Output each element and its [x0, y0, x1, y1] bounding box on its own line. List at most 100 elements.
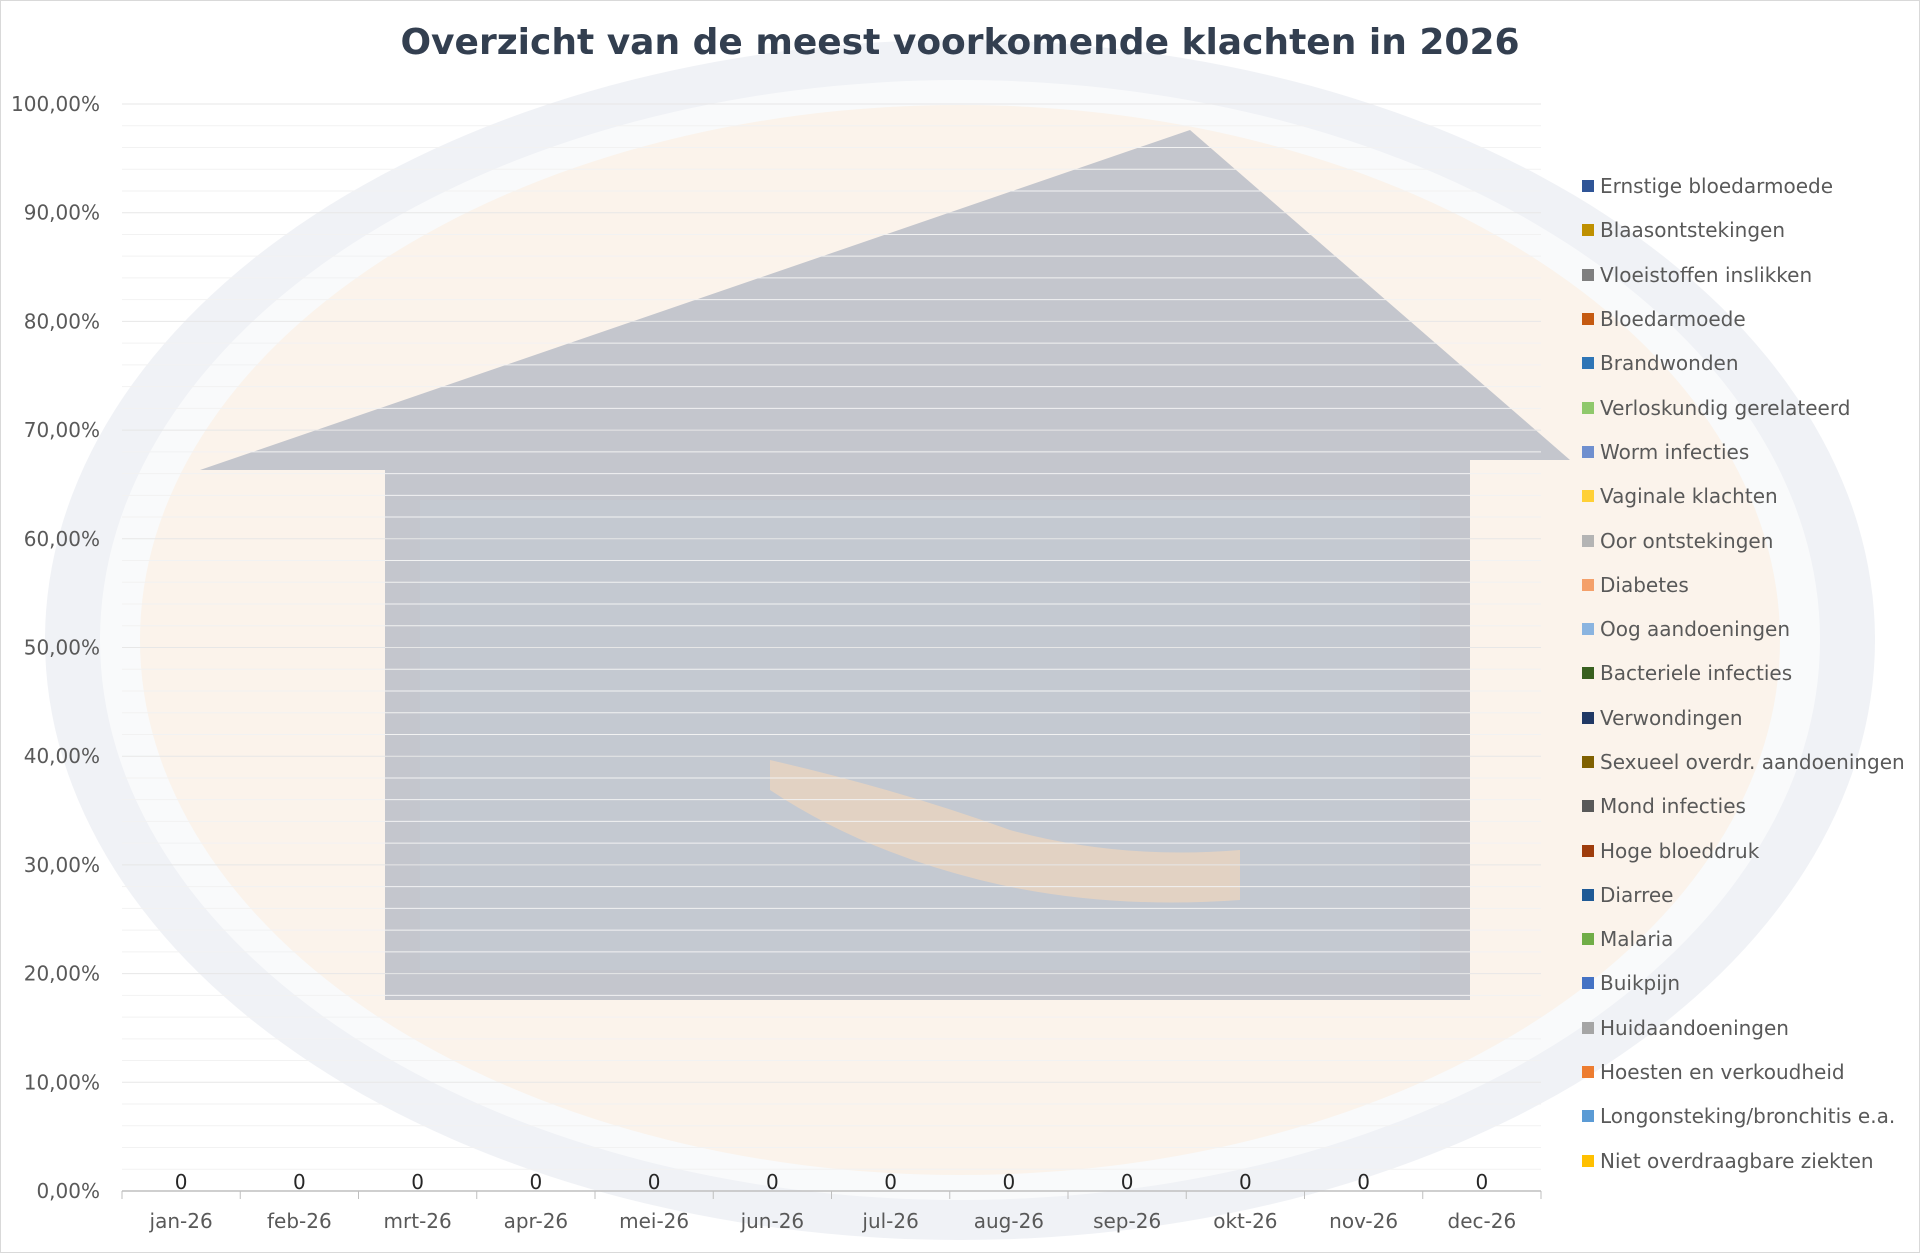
legend-swatch [1582, 313, 1594, 326]
legend-swatch [1582, 578, 1594, 591]
legend-label: Longonsteking/bronchitis e.a. [1600, 1104, 1896, 1129]
x-tick-label: nov-26 [1329, 1209, 1398, 1233]
data-label: 0 [1003, 1170, 1016, 1194]
legend-label: Hoge bloeddruk [1600, 838, 1760, 863]
legend-item: Hoesten en verkoudheid [1582, 1050, 1912, 1094]
legend-label: Oor ontstekingen [1600, 528, 1774, 553]
legend-swatch [1582, 1066, 1594, 1079]
y-tick-label: 0,00% [36, 1179, 100, 1203]
x-tick-label: apr-26 [504, 1209, 569, 1233]
legend-swatch [1582, 490, 1594, 503]
legend-item: Niet overdraagbare ziekten [1582, 1139, 1912, 1183]
legend-swatch [1582, 534, 1594, 547]
legend-label: Vloeistoffen inslikken [1600, 262, 1813, 287]
legend-swatch [1582, 1021, 1594, 1034]
x-tick-label: dec-26 [1448, 1209, 1517, 1233]
legend-swatch [1582, 667, 1594, 680]
legend-label: Verwondingen [1600, 705, 1743, 730]
legend-item: Worm infecties [1582, 430, 1912, 474]
legend-swatch [1582, 933, 1594, 946]
legend-swatch [1582, 224, 1594, 237]
data-label: 0 [884, 1170, 897, 1194]
data-label: 0 [648, 1170, 661, 1194]
legend-item: Oog aandoeningen [1582, 607, 1912, 651]
legend-swatch [1582, 180, 1594, 193]
legend-item: Vloeistoffen inslikken [1582, 253, 1912, 297]
legend-item: Ernstige bloedarmoede [1582, 164, 1912, 208]
x-tick-label: aug-26 [974, 1209, 1044, 1233]
legend-item: Mond infecties [1582, 784, 1912, 828]
legend-label: Mond infecties [1600, 794, 1746, 819]
data-label: 0 [293, 1170, 306, 1194]
y-tick-label: 100,00% [11, 92, 100, 116]
data-label: 0 [766, 1170, 779, 1194]
legend-label: Verloskundig gerelateerd [1600, 395, 1851, 420]
y-tick-label: 90,00% [24, 201, 100, 225]
legend-label: Oog aandoeningen [1600, 617, 1791, 642]
legend-label: Sexueel overdr. aandoeningen [1600, 750, 1905, 774]
legend-swatch [1582, 445, 1594, 458]
legend: Ernstige bloedarmoede Blaasontstekingen Vl… [1582, 164, 1912, 1183]
data-label: 0 [1121, 1170, 1134, 1194]
legend-label: Blaasontstekingen [1600, 218, 1786, 243]
x-tick-label: feb-26 [267, 1209, 332, 1233]
legend-item: Brandwonden [1582, 341, 1912, 385]
legend-item: Longonsteking/bronchitis e.a. [1582, 1094, 1912, 1138]
legend-item: Buikpijn [1582, 961, 1912, 1005]
y-tick-label: 80,00% [24, 309, 100, 333]
legend-swatch [1582, 888, 1594, 901]
data-label: 0 [1476, 1170, 1489, 1194]
legend-item: Oor ontstekingen [1582, 518, 1912, 562]
legend-swatch [1582, 711, 1594, 724]
x-tick-label: jan-26 [149, 1209, 213, 1233]
legend-item: Blaasontstekingen [1582, 208, 1912, 252]
x-tick-label: okt-26 [1213, 1209, 1277, 1233]
legend-swatch [1582, 401, 1594, 414]
legend-label: Ernstige bloedarmoede [1600, 174, 1833, 199]
legend-item: Vaginale klachten [1582, 474, 1912, 518]
data-label: 0 [411, 1170, 424, 1194]
legend-item: Huidaandoeningen [1582, 1006, 1912, 1050]
legend-label: Buikpijn [1600, 971, 1681, 996]
legend-swatch [1582, 756, 1594, 768]
legend-label: Diarree [1600, 882, 1674, 907]
legend-item: Hoge bloeddruk [1582, 828, 1912, 872]
y-tick-label: 20,00% [24, 962, 100, 986]
data-label: 0 [1357, 1170, 1370, 1194]
x-tick-label: jul-26 [861, 1209, 918, 1233]
legend-swatch [1582, 268, 1594, 281]
legend-swatch [1582, 800, 1594, 813]
data-label: 0 [1239, 1170, 1252, 1194]
legend-item: Diarree [1582, 873, 1912, 917]
y-tick-label: 70,00% [24, 418, 100, 442]
legend-swatch [1582, 1154, 1594, 1167]
legend-item: Diabetes [1582, 563, 1912, 607]
legend-label: Hoesten en verkoudheid [1600, 1060, 1845, 1085]
y-tick-label: 10,00% [24, 1070, 100, 1094]
legend-label: Brandwonden [1600, 351, 1739, 376]
legend-label: Niet overdraagbare ziekten [1600, 1148, 1874, 1173]
legend-label: Bacteriele infecties [1600, 661, 1793, 686]
x-tick-label: mei-26 [619, 1209, 689, 1233]
y-tick-label: 40,00% [24, 744, 100, 768]
legend-item: Bloedarmoede [1582, 297, 1912, 341]
legend-item: Bacteriele infecties [1582, 651, 1912, 695]
legend-swatch [1582, 977, 1594, 990]
legend-swatch [1582, 357, 1594, 370]
x-tick-label: jun-26 [740, 1209, 805, 1233]
legend-swatch [1582, 623, 1594, 636]
x-tick-label: sep-26 [1093, 1209, 1161, 1233]
y-tick-label: 60,00% [24, 527, 100, 551]
legend-swatch [1582, 1110, 1594, 1123]
legend-label: Diabetes [1600, 572, 1689, 597]
legend-label: Vaginale klachten [1600, 484, 1778, 509]
legend-item: Malaria [1582, 917, 1912, 961]
y-tick-label: 50,00% [24, 636, 100, 660]
legend-label: Worm infecties [1600, 439, 1750, 464]
legend-item: Verloskundig gerelateerd [1582, 385, 1912, 429]
legend-label: Huidaandoeningen [1600, 1015, 1789, 1040]
legend-label: Bloedarmoede [1600, 307, 1746, 332]
legend-swatch [1582, 844, 1594, 857]
